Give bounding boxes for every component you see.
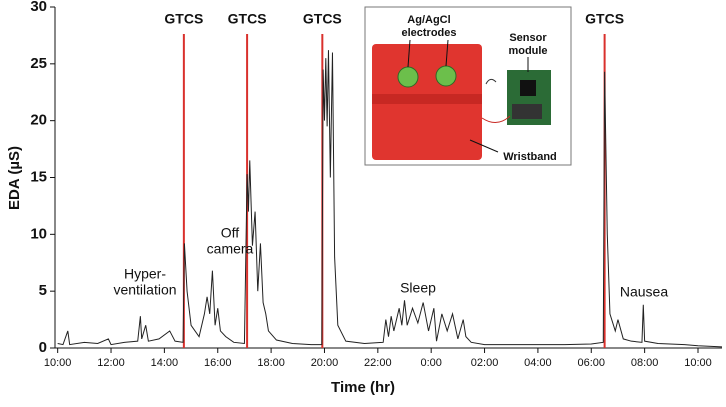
inset-pointer xyxy=(407,39,411,68)
x-tick-label: 02:00 xyxy=(471,357,499,369)
cable xyxy=(481,115,511,123)
event-label: GTCS xyxy=(585,11,624,27)
x-tick-label: 14:00 xyxy=(151,357,179,369)
x-tick-label: 20:00 xyxy=(311,357,339,369)
electrode xyxy=(435,65,457,87)
x-tick-label: 0:00 xyxy=(420,357,441,369)
inset-label: electrodes xyxy=(401,27,456,39)
annotation: Off xyxy=(221,225,240,241)
x-tick-label: 18:00 xyxy=(257,357,285,369)
y-axis-label: EDA (µS) xyxy=(6,146,23,210)
x-tick-label: 12:00 xyxy=(97,357,125,369)
arrow xyxy=(485,78,497,85)
annotation: camera xyxy=(207,241,254,257)
eda-line xyxy=(57,50,723,348)
event-label: GTCS xyxy=(303,11,342,27)
inset-label: module xyxy=(508,45,547,57)
x-tick-label: 06:00 xyxy=(578,357,606,369)
x-tick-label: 16:00 xyxy=(204,357,232,369)
inset-pointer xyxy=(469,139,499,153)
chip xyxy=(520,80,536,96)
inset-pointer xyxy=(445,39,449,67)
inset-label: Sensor xyxy=(509,32,547,44)
y-tick-label: 15 xyxy=(30,168,47,185)
annotation: Nausea xyxy=(620,284,668,300)
y-tick-label: 20 xyxy=(30,112,47,129)
y-tick-label: 5 xyxy=(39,282,47,299)
x-tick-label: 08:00 xyxy=(631,357,659,369)
annotation: Hyper- xyxy=(124,266,166,282)
y-tick-label: 0 xyxy=(39,339,47,356)
battery xyxy=(512,104,542,119)
inset-label: Ag/AgCl xyxy=(407,14,450,26)
event-label: GTCS xyxy=(164,11,203,27)
x-tick-label: 10:00 xyxy=(684,357,712,369)
y-tick-label: 25 xyxy=(30,55,47,72)
electrode xyxy=(397,66,419,88)
x-tick-label: 10:00 xyxy=(44,357,72,369)
annotation: ventilation xyxy=(113,282,176,298)
x-axis-label: Time (hr) xyxy=(331,379,395,396)
wristband-fold xyxy=(372,94,482,104)
x-tick-label: 04:00 xyxy=(524,357,552,369)
x-tick-label: 22:00 xyxy=(364,357,392,369)
event-label: GTCS xyxy=(228,11,267,27)
y-tick-label: 10 xyxy=(30,225,47,242)
inset-label: Wristband xyxy=(503,151,557,163)
annotation: Sleep xyxy=(400,280,436,296)
y-tick-label: 30 xyxy=(30,0,47,15)
